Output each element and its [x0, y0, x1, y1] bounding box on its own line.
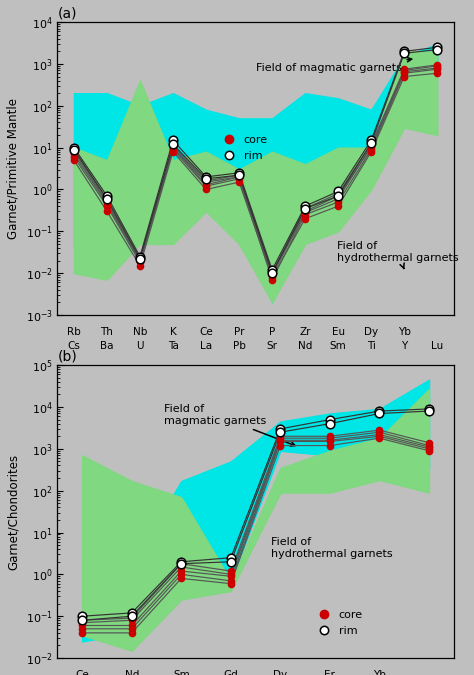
Text: Lu: Lu	[431, 342, 443, 352]
Text: Y: Y	[401, 342, 407, 352]
Text: Ta: Ta	[168, 342, 178, 352]
Text: Field of magmatic garnets: Field of magmatic garnets	[255, 57, 412, 72]
Text: Nd: Nd	[298, 342, 312, 352]
Text: Ba: Ba	[100, 342, 114, 352]
Text: Rb: Rb	[67, 327, 81, 337]
Text: U: U	[136, 342, 144, 352]
Text: Pb: Pb	[233, 342, 246, 352]
Text: Ce: Ce	[199, 327, 213, 337]
Text: La: La	[200, 342, 212, 352]
Text: Nd: Nd	[125, 670, 139, 675]
Text: Nb: Nb	[133, 327, 147, 337]
Y-axis label: Garnet/Primitive Mantle: Garnet/Primitive Mantle	[7, 98, 20, 239]
Text: Ce: Ce	[75, 670, 89, 675]
Text: K: K	[170, 327, 176, 337]
Text: Zr: Zr	[300, 327, 311, 337]
Text: Sm: Sm	[173, 670, 190, 675]
Text: Pr: Pr	[234, 327, 244, 337]
Text: (a): (a)	[57, 7, 77, 21]
Text: Sm: Sm	[330, 342, 346, 352]
Text: Yb: Yb	[373, 670, 386, 675]
Text: Th: Th	[100, 327, 113, 337]
Text: Field of
magmatic garnets: Field of magmatic garnets	[164, 404, 295, 446]
Text: Field of
hydrothermal garnets: Field of hydrothermal garnets	[272, 537, 393, 559]
Text: Eu: Eu	[332, 327, 345, 337]
Text: Ti: Ti	[367, 342, 376, 352]
Text: (b): (b)	[57, 350, 77, 364]
Y-axis label: Garnet/Chondorites: Garnet/Chondorites	[7, 454, 20, 570]
Text: P: P	[269, 327, 275, 337]
Text: Sr: Sr	[266, 342, 278, 352]
Text: Cs: Cs	[67, 342, 81, 352]
Text: Field of
hydrothermal garnets: Field of hydrothermal garnets	[337, 241, 458, 269]
Legend: core, rim: core, rim	[214, 131, 272, 165]
Text: Gd: Gd	[223, 670, 238, 675]
Text: Dy: Dy	[273, 670, 287, 675]
Text: Yb: Yb	[398, 327, 410, 337]
Legend: core, rim: core, rim	[309, 605, 367, 640]
Text: Er: Er	[325, 670, 336, 675]
Text: Dy: Dy	[364, 327, 378, 337]
